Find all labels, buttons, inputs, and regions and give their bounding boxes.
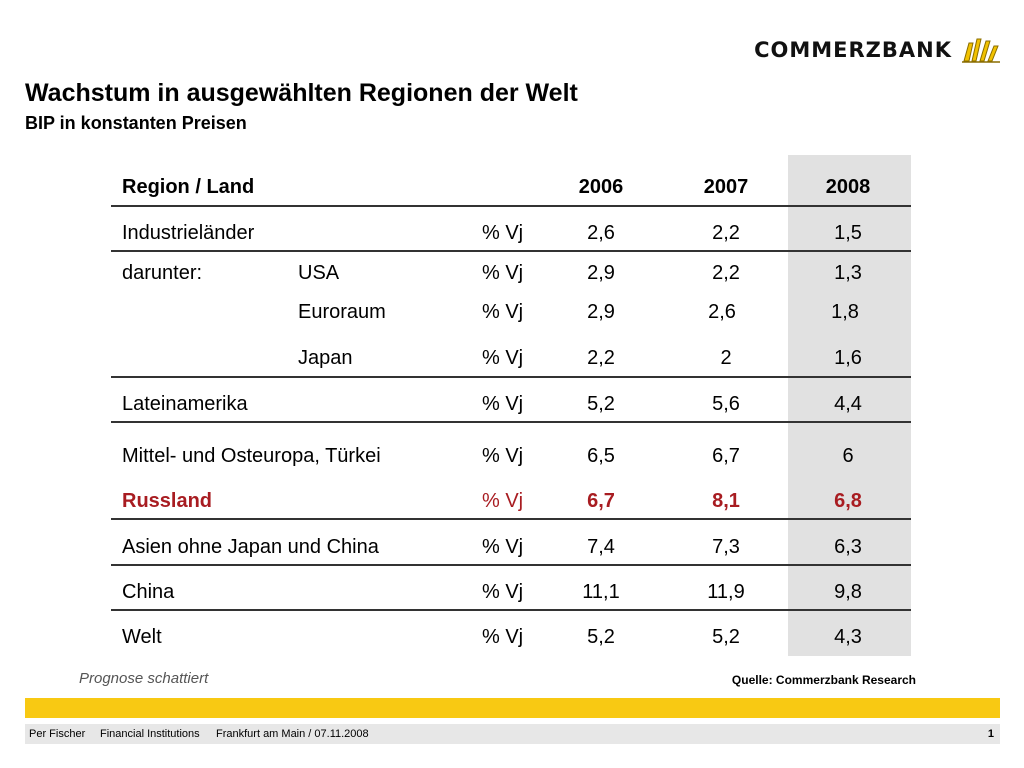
row-label: Russland	[122, 490, 213, 512]
row-unit: % Vj	[482, 536, 524, 558]
row-sub-label: Japan	[298, 347, 353, 369]
row-value-2008: 4,4	[834, 393, 862, 415]
row-value-2007: 8,1	[712, 490, 740, 512]
row-value-2008: 1,6	[834, 347, 862, 369]
row-value-2008: 1,5	[834, 222, 862, 244]
row-label: Mittel- und Osteuropa, Türkei	[122, 445, 381, 467]
table-rule	[111, 564, 911, 566]
row-value-2008: 1,3	[834, 262, 862, 284]
row-label: Industrieländer	[122, 222, 255, 244]
row-unit: % Vj	[482, 445, 524, 467]
row-value-2006: 5,2	[587, 626, 615, 648]
row-label: China	[122, 581, 175, 603]
row-unit: % Vj	[482, 490, 524, 512]
row-unit: % Vj	[482, 262, 524, 284]
row-label: Welt	[122, 626, 162, 648]
page-subtitle: BIP in konstanten Preisen	[25, 113, 247, 133]
row-unit: % Vj	[482, 626, 524, 648]
table-rule	[111, 250, 911, 252]
row-value-2006: 5,2	[587, 393, 615, 415]
row-value-2007: 7,3	[712, 536, 740, 558]
row-value-2007: 2,6	[708, 301, 736, 323]
table-rule	[111, 609, 911, 611]
row-value-2006: 7,4	[587, 536, 615, 558]
row-value-2006: 2,6	[587, 222, 615, 244]
row-value-2007: 6,7	[712, 445, 740, 467]
row-value-2006: 6,5	[587, 445, 615, 467]
table-rule	[111, 518, 911, 520]
row-value-2007: 5,2	[712, 626, 740, 648]
row-label: Asien ohne Japan und China	[122, 536, 379, 558]
row-value-2007: 2	[720, 347, 732, 369]
footer-author: Per Fischer	[29, 728, 86, 740]
commerzbank-ribbon-icon	[962, 38, 1000, 63]
row-label: Lateinamerika	[122, 393, 248, 415]
header-year-2008: 2008	[825, 176, 871, 198]
row-value-2006: 11,1	[582, 581, 620, 603]
row-value-2007: 2,2	[712, 262, 740, 284]
row-value-2008: 4,3	[834, 626, 862, 648]
row-unit: % Vj	[482, 393, 524, 415]
header-region-label: Region / Land	[122, 176, 255, 198]
row-unit: % Vj	[482, 301, 524, 323]
forecast-note: Prognose schattiert	[79, 670, 209, 687]
accent-bar	[25, 698, 1000, 718]
row-value-2007: 5,6	[712, 393, 740, 415]
row-value-2008: 9,8	[834, 581, 862, 603]
row-sub-label: Euroraum	[298, 301, 386, 323]
page-number: 1	[987, 728, 994, 740]
table-rule	[111, 205, 911, 207]
footer-department: Financial Institutions	[100, 728, 200, 740]
commerzbank-logo: COMMERZBANK	[754, 34, 1002, 66]
row-label: darunter:	[122, 262, 203, 284]
row-unit: % Vj	[482, 222, 524, 244]
page-title: Wachstum in ausgewählten Regionen der We…	[25, 79, 578, 107]
row-value-2007: 2,2	[712, 222, 740, 244]
row-value-2008: 6	[842, 445, 854, 467]
footer-place-date: Frankfurt am Main / 07.11.2008	[216, 728, 369, 740]
source-note: Quelle: Commerzbank Research	[731, 673, 916, 687]
table-rule	[111, 376, 911, 378]
table-rule	[111, 421, 911, 423]
row-sub-label: USA	[298, 262, 340, 284]
row-value-2006: 2,9	[587, 301, 615, 323]
row-value-2008: 6,3	[834, 536, 862, 558]
row-value-2006: 2,9	[587, 262, 615, 284]
row-value-2008: 1,8	[831, 301, 859, 323]
row-value-2006: 2,2	[587, 347, 615, 369]
row-value-2007: 11,9	[707, 581, 745, 603]
footer-bar: Per Fischer Financial Institutions Frank…	[25, 724, 1000, 744]
row-value-2008: 6,8	[834, 490, 862, 512]
row-unit: % Vj	[482, 347, 524, 369]
header-year-2006: 2006	[578, 176, 624, 198]
row-value-2006: 6,7	[587, 490, 615, 512]
brand-name: COMMERZBANK	[754, 38, 952, 62]
forecast-shading	[788, 155, 911, 656]
header-year-2007: 2007	[703, 176, 749, 198]
row-unit: % Vj	[482, 581, 524, 603]
